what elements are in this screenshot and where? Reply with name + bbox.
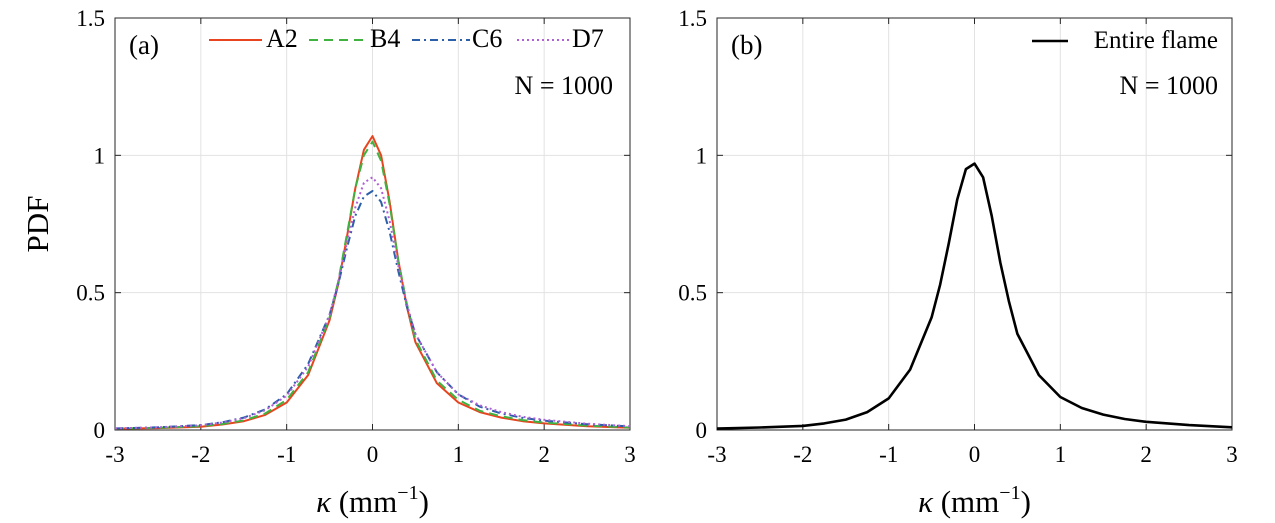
series-line-entire-flame <box>716 162 1233 430</box>
series-line-c6 <box>114 190 631 430</box>
legend-label-entire-flame: Entire flame <box>1094 27 1218 54</box>
y-tick-label: 0.5 <box>76 281 105 306</box>
x-tick-label: 0 <box>969 442 981 467</box>
x-tick-label: 2 <box>1140 442 1152 467</box>
sample-count-annotation: N = 1000 <box>1120 71 1218 100</box>
y-tick-label: 1 <box>696 143 708 168</box>
x-tick-label: 1 <box>453 442 465 467</box>
y-tick-label: 0 <box>696 418 708 443</box>
y-tick-label: 0 <box>94 418 106 443</box>
legend: Entire flame <box>1032 27 1218 54</box>
y-tick-label: 0.5 <box>678 281 707 306</box>
x-tick-label: 1 <box>1055 442 1067 467</box>
sample-count-annotation: N = 1000 <box>515 71 613 100</box>
panel-label: (b) <box>731 30 762 60</box>
y-tick-label: 1.5 <box>76 6 105 31</box>
chart-panel-a: -3 -2 -1 0 1 2 3 0 0.5 1 1.5 (a) A2 B4 C6 D7 N = 1000 κ (… <box>20 6 636 519</box>
series-line-b4 <box>114 140 631 430</box>
chart-panel-b: -3 -2 -1 0 1 2 3 0 0.5 1 1.5 (b) Entire flame N = 100… <box>678 6 1238 519</box>
x-axis-label: κ (mm−1) <box>316 482 429 519</box>
x-tick-label: -1 <box>277 442 296 467</box>
panel-label: (a) <box>129 30 159 60</box>
y-tick-label: 1 <box>94 143 106 168</box>
x-tick-label: 3 <box>1226 442 1238 467</box>
legend-label-b4: B4 <box>370 24 400 53</box>
x-tick-label: -3 <box>105 442 124 467</box>
legend-label-a2: A2 <box>266 24 298 53</box>
x-tick-label: 0 <box>367 442 379 467</box>
legend-label-d7: D7 <box>572 24 604 53</box>
x-tick-label: 3 <box>624 442 636 467</box>
y-tick-label: 1.5 <box>678 6 707 31</box>
x-tick-label: -2 <box>793 442 812 467</box>
x-tick-label: 2 <box>538 442 550 467</box>
x-axis-label: κ (mm−1) <box>918 482 1031 519</box>
legend: A2 B4 C6 D7 <box>209 24 604 53</box>
legend-label-c6: C6 <box>472 24 502 53</box>
x-tick-label: -3 <box>707 442 726 467</box>
y-axis-label: PDF <box>20 196 55 253</box>
x-tick-label: -2 <box>191 442 210 467</box>
x-tick-label: -1 <box>879 442 898 467</box>
